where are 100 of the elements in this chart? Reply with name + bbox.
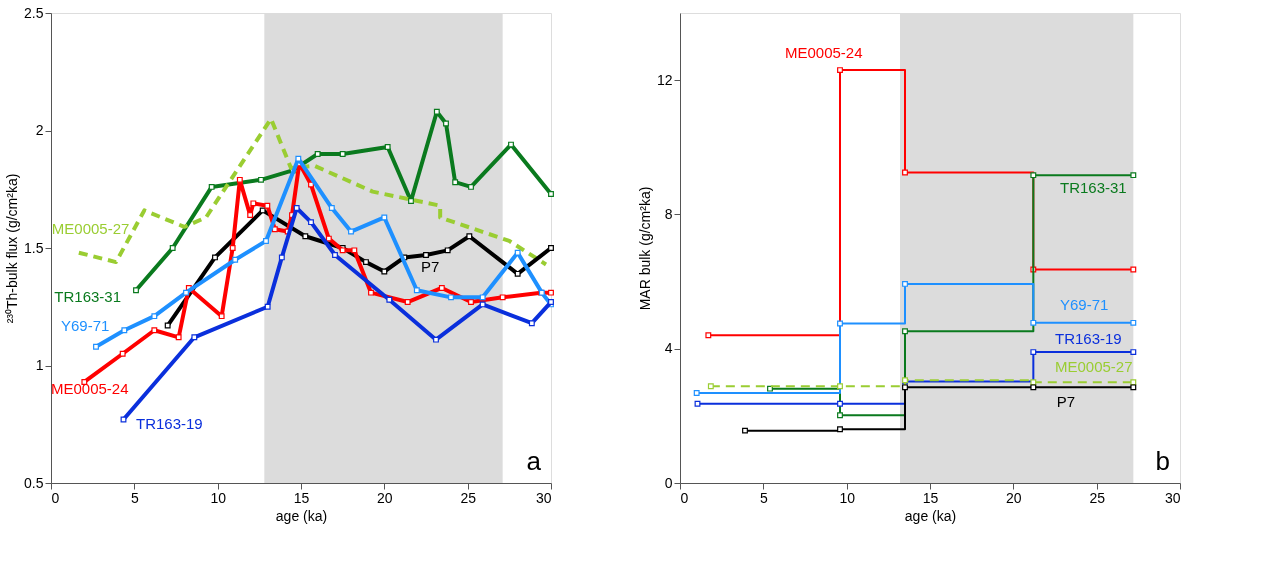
- point: [1030, 172, 1037, 179]
- point: [499, 294, 506, 301]
- series-label: TR163-19: [1055, 329, 1122, 347]
- point: [1130, 172, 1137, 179]
- point: [208, 183, 215, 190]
- point: [479, 294, 486, 301]
- x-tick-label: 15: [293, 489, 310, 506]
- point: [332, 252, 338, 258]
- point: [433, 336, 439, 343]
- point: [548, 191, 554, 197]
- point: [236, 176, 243, 183]
- x-tick-label: 5: [130, 489, 139, 506]
- point: [902, 384, 908, 391]
- point: [1030, 349, 1037, 356]
- series-label: ME0005-27: [51, 220, 130, 238]
- point: [479, 301, 486, 308]
- y-axis-title: ²³⁰Th-bulk flux (g/cm²ka): [4, 173, 21, 324]
- point: [1030, 379, 1037, 386]
- point: [328, 205, 335, 211]
- series-label: Y69-71: [61, 316, 110, 334]
- point: [837, 383, 843, 390]
- y-tick-label: 2: [35, 122, 44, 138]
- annotation: a: [526, 446, 542, 476]
- series-label: TR163-31: [1060, 178, 1127, 196]
- point: [259, 207, 266, 214]
- point: [767, 385, 773, 392]
- x-axis-title: age (ka): [275, 507, 328, 524]
- point: [278, 254, 285, 261]
- point: [707, 383, 714, 390]
- point: [386, 296, 393, 303]
- y-tick-label: 0.5: [24, 474, 44, 491]
- x-tick-label: 0: [51, 489, 60, 506]
- series-label: P7: [421, 257, 440, 275]
- point: [468, 183, 474, 190]
- y-axis-title: MAR bulk (g/cm²ka): [636, 186, 653, 311]
- point: [302, 233, 309, 240]
- point: [837, 67, 843, 74]
- x-tick-label: 10: [839, 489, 856, 506]
- point: [121, 327, 128, 334]
- point: [448, 294, 454, 301]
- series-label: ME0005-24: [785, 44, 863, 62]
- y-tick-label: 12: [656, 71, 673, 88]
- point: [351, 247, 358, 254]
- point: [183, 289, 189, 296]
- x-tick-label: 15: [922, 489, 939, 506]
- point: [837, 426, 843, 433]
- point: [837, 400, 843, 407]
- point: [295, 155, 302, 162]
- point: [693, 390, 700, 396]
- point: [902, 280, 908, 287]
- point: [514, 249, 521, 256]
- point: [444, 247, 451, 254]
- point: [742, 427, 748, 434]
- x-axis-title: age (ka): [904, 507, 957, 524]
- point: [169, 245, 176, 251]
- point: [308, 219, 314, 226]
- point: [902, 328, 908, 335]
- point: [837, 412, 843, 419]
- point: [308, 181, 314, 188]
- y-tick-label: 1.5: [24, 239, 44, 256]
- point: [93, 343, 99, 350]
- point: [837, 320, 843, 327]
- point: [528, 320, 535, 327]
- point: [384, 144, 391, 150]
- point: [1130, 379, 1137, 386]
- point: [339, 151, 346, 157]
- point: [413, 287, 420, 294]
- point: [218, 313, 225, 320]
- point: [694, 400, 701, 407]
- x-tick-label: 25: [460, 489, 477, 506]
- y-tick-label: 8: [664, 205, 673, 222]
- x-tick-label: 0: [680, 489, 689, 506]
- point: [293, 205, 300, 211]
- x-tick-label: 20: [1006, 489, 1022, 506]
- series-label: P7: [1056, 393, 1076, 411]
- point: [404, 299, 411, 305]
- point: [902, 169, 908, 176]
- point: [263, 238, 269, 244]
- series-label: ME0005-24: [51, 380, 129, 397]
- point: [258, 176, 264, 183]
- y-tick-label: 2.5: [24, 4, 44, 21]
- point: [1130, 319, 1137, 326]
- x-tick-label: 5: [759, 489, 768, 506]
- point: [348, 228, 354, 235]
- point: [1030, 384, 1037, 391]
- point: [466, 233, 473, 240]
- point: [381, 268, 388, 275]
- series-label: ME0005-27: [1055, 358, 1133, 376]
- point: [548, 245, 554, 251]
- point: [229, 245, 236, 251]
- y-tick-label: 1: [35, 357, 44, 373]
- point: [120, 416, 127, 423]
- point: [705, 332, 712, 339]
- point: [423, 252, 429, 258]
- point: [1030, 319, 1037, 326]
- point: [438, 285, 445, 291]
- series-label: TR163-31: [54, 288, 122, 306]
- point: [164, 322, 171, 329]
- point: [247, 212, 254, 219]
- point: [548, 289, 554, 296]
